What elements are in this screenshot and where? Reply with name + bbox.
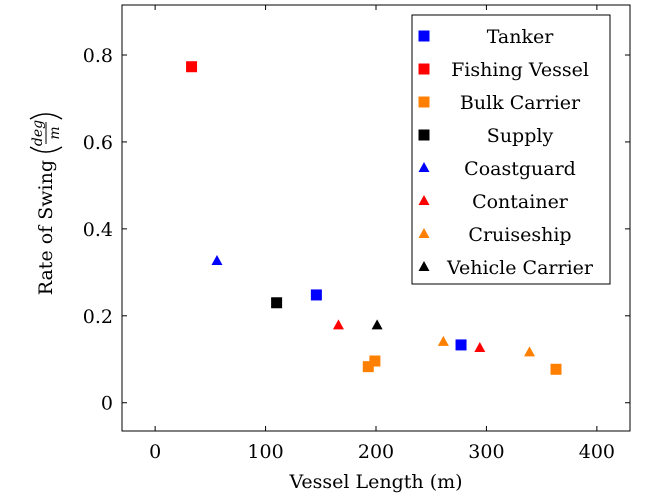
x-tick-label: 100 [247, 441, 283, 463]
point-cruiseship [437, 335, 449, 346]
x-tick-label: 0 [149, 441, 161, 463]
point-vehicle-carrier [371, 319, 383, 330]
y-axis-label-text: Rate of Swing [35, 160, 57, 295]
legend-marker-cruiseship [418, 228, 430, 238]
point-supply [271, 297, 283, 309]
x-axis-label: Vessel Length (m) [288, 471, 462, 493]
y-tick-label: 0.4 [83, 219, 113, 241]
point-container [474, 341, 486, 352]
legend-marker-coastguard [418, 162, 430, 172]
legend-label-bulk-carrier: Bulk Carrier [460, 92, 581, 114]
point-bulk-carrier [369, 355, 381, 367]
point-tanker [310, 289, 322, 301]
y-tick-label: 0.6 [83, 132, 113, 154]
legend-marker-vehicle-carrier [418, 261, 430, 271]
plot-frame [121, 4, 631, 432]
x-tick-label: 400 [579, 441, 615, 463]
point-coastguard [211, 255, 223, 266]
point-bulk-carrier [362, 361, 374, 373]
legend: Tanker Fishing Vessel Bulk Carrier Supply Co… [411, 14, 611, 285]
legend-label-coastguard: Coastguard [464, 158, 576, 180]
y-axis-label-unit-denominator: m [47, 126, 63, 139]
point-fishing-vessel [186, 61, 198, 73]
legend-label-fishing-vessel: Fishing Vessel [451, 59, 589, 81]
legend-label-supply: Supply [487, 125, 554, 147]
axis-ticks [122, 5, 630, 431]
legend-label-cruiseship: Cruiseship [468, 224, 571, 246]
y-axis-label-left-paren [29, 146, 63, 153]
legend-marker-bulk-carrier [418, 96, 430, 108]
y-tick-label: 0.8 [83, 45, 113, 67]
legend-label-tanker: Tanker [487, 26, 555, 48]
y-tick-label: 0 [101, 393, 113, 415]
x-tick-label: 300 [468, 441, 504, 463]
legend-marker-fishing-vessel [418, 63, 430, 75]
data-points [186, 61, 562, 375]
legend-marker-container [418, 195, 430, 205]
legend-box [411, 14, 611, 285]
y-axis-label: Rate of Swing deg m [29, 113, 63, 295]
point-container [332, 319, 344, 330]
legend-label-vehicle-carrier: Vehicle Carrier [446, 257, 594, 279]
point-cruiseship [524, 346, 536, 357]
tick-labels: 0 100 200 300 400 0 0.2 0.4 0.6 0.8 [83, 45, 615, 463]
y-axis-label-right-paren [29, 113, 63, 120]
x-tick-label: 200 [358, 441, 394, 463]
point-bulk-carrier [550, 363, 562, 375]
legend-label-container: Container [472, 191, 569, 213]
y-tick-label: 0.2 [83, 306, 113, 328]
y-axis-label-unit-numerator: deg [30, 120, 46, 146]
legend-marker-tanker [418, 30, 430, 42]
point-tanker [455, 339, 467, 351]
legend-marker-supply [418, 129, 430, 141]
